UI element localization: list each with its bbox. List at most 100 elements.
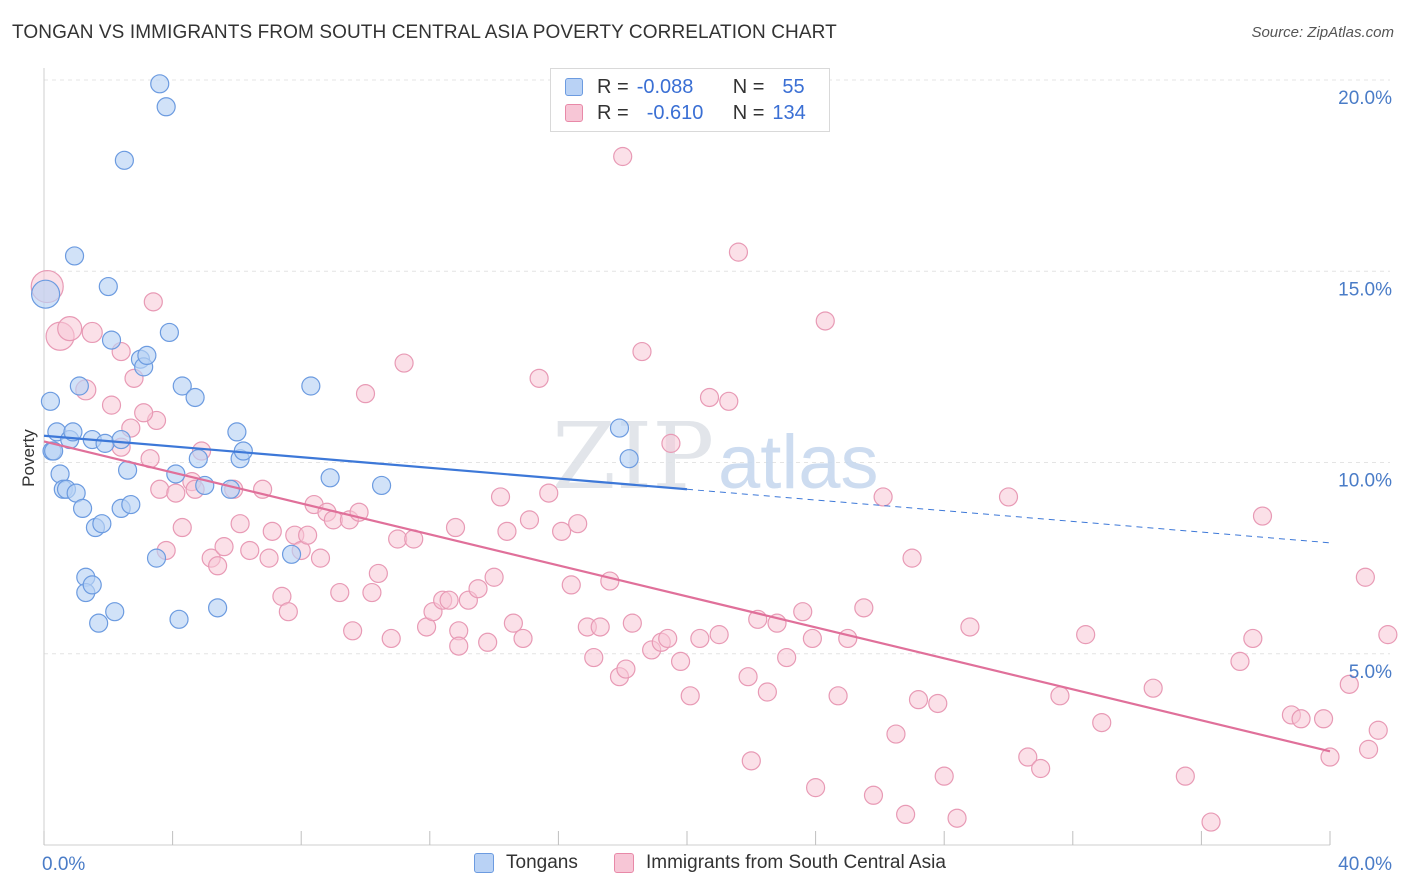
sca-point bbox=[513, 628, 533, 649]
tongans-point bbox=[111, 429, 131, 450]
sca-point bbox=[947, 808, 967, 828]
legend-swatch-tongans bbox=[565, 78, 583, 96]
tongans-point bbox=[72, 498, 93, 518]
sca-point bbox=[896, 804, 916, 825]
sca-point bbox=[230, 514, 250, 534]
sca-point bbox=[1143, 678, 1163, 698]
sca-point bbox=[793, 602, 813, 622]
bottom-legend-label: Immigrants from South Central Asia bbox=[646, 852, 946, 873]
sca-point bbox=[134, 403, 154, 423]
sca-point bbox=[368, 563, 388, 584]
sca-point bbox=[1050, 686, 1070, 706]
y-tick-label: 20.0% bbox=[1338, 88, 1392, 109]
sca-point bbox=[468, 579, 488, 599]
series-tongans-points bbox=[31, 74, 639, 633]
legend-n-value: 55 bbox=[782, 75, 805, 98]
sca-point bbox=[497, 521, 517, 541]
legend-r-value: -0.088 bbox=[636, 75, 694, 98]
tongans-point bbox=[69, 376, 89, 396]
bottom-legend-tongans: Tongans bbox=[474, 852, 578, 874]
sca-point bbox=[960, 617, 980, 637]
sca-point bbox=[343, 621, 363, 641]
sca-point bbox=[381, 628, 401, 649]
tongans-point bbox=[371, 475, 392, 496]
tongans-point bbox=[44, 441, 64, 461]
legend: R = -0.088 N = 55 R = -0.610 N = 134 bbox=[550, 68, 830, 132]
y-tick-label: 5.0% bbox=[1349, 662, 1392, 683]
tongans-point bbox=[101, 330, 122, 350]
tick-labels: 5.0% 10.0% 15.0% 20.0% 0.0% 40.0% bbox=[42, 88, 1392, 875]
sca-point bbox=[934, 766, 954, 786]
tongans-point bbox=[63, 422, 83, 442]
sca-point bbox=[1092, 712, 1112, 733]
sca-point bbox=[908, 690, 929, 710]
sca-point bbox=[330, 582, 350, 603]
sca-point bbox=[886, 724, 906, 744]
bottom-swatch-tongans bbox=[474, 853, 494, 873]
sca-point bbox=[172, 517, 192, 538]
sca-point bbox=[1368, 720, 1388, 740]
sca-point bbox=[1018, 747, 1038, 767]
sca-point bbox=[738, 667, 758, 687]
x-tick-label: 40.0% bbox=[1338, 854, 1392, 875]
sca-point bbox=[519, 510, 540, 530]
sca-point bbox=[568, 514, 588, 534]
sca-point bbox=[863, 785, 884, 805]
tongans-point bbox=[227, 422, 247, 442]
sca-point bbox=[1339, 674, 1359, 694]
sca-point bbox=[278, 602, 298, 622]
axes bbox=[43, 68, 1331, 846]
sca-point bbox=[1230, 651, 1250, 672]
sca-point bbox=[1320, 747, 1340, 767]
watermark: ZIP atlas bbox=[552, 403, 879, 510]
legend-n-label: N = bbox=[732, 101, 765, 124]
tongans-point bbox=[89, 613, 109, 633]
trend-lines bbox=[43, 434, 1331, 753]
sca-point bbox=[150, 479, 170, 499]
sca-point bbox=[854, 598, 874, 618]
sca-point bbox=[1291, 709, 1311, 729]
sca-point bbox=[670, 651, 691, 672]
sca-point bbox=[1201, 812, 1221, 832]
tongans-point bbox=[137, 345, 157, 365]
sca-point bbox=[298, 525, 318, 545]
sca-point bbox=[1355, 567, 1375, 587]
tongans-point bbox=[185, 387, 205, 408]
x-tick-label: 0.0% bbox=[42, 854, 85, 875]
sca-point bbox=[699, 387, 720, 408]
sca-point bbox=[490, 487, 511, 507]
tongans-point bbox=[105, 602, 125, 622]
bottom-swatch-sca bbox=[614, 853, 634, 873]
sca-point bbox=[214, 537, 234, 557]
bottom-legend-sca: Immigrants from South Central Asia bbox=[614, 852, 946, 874]
sca-point bbox=[632, 341, 652, 362]
chart-title: TONGAN VS IMMIGRANTS FROM SOUTH CENTRAL … bbox=[12, 22, 837, 43]
sca-point bbox=[439, 590, 459, 610]
sca-point bbox=[1076, 625, 1096, 645]
sca-point bbox=[616, 659, 636, 679]
sca-point bbox=[1031, 758, 1051, 779]
tongans-point bbox=[98, 276, 118, 297]
y-axis-label: Poverty bbox=[19, 429, 38, 487]
sca-point bbox=[741, 751, 761, 771]
sca-point bbox=[777, 647, 797, 668]
tongans-point bbox=[146, 548, 167, 568]
sca-point bbox=[815, 311, 835, 331]
legend-r-value: -0.610 bbox=[646, 101, 704, 124]
tongans-trend-extension bbox=[686, 488, 1331, 544]
bottom-legend-label: Tongans bbox=[506, 852, 578, 873]
tongans-point bbox=[121, 494, 141, 515]
sca-point bbox=[661, 433, 681, 453]
sca-point bbox=[828, 686, 848, 706]
sca-point bbox=[449, 636, 469, 656]
sca-point bbox=[1378, 625, 1398, 645]
y-tick-label: 10.0% bbox=[1338, 471, 1392, 492]
sca-point bbox=[478, 632, 498, 652]
gridlines bbox=[44, 79, 1390, 655]
sca-point bbox=[355, 384, 376, 404]
y-tick-label: 15.0% bbox=[1338, 279, 1392, 300]
sca-point bbox=[208, 556, 228, 576]
tongans-point bbox=[150, 74, 170, 94]
legend-row-tongans: R = -0.088 N = 55 bbox=[565, 74, 805, 100]
